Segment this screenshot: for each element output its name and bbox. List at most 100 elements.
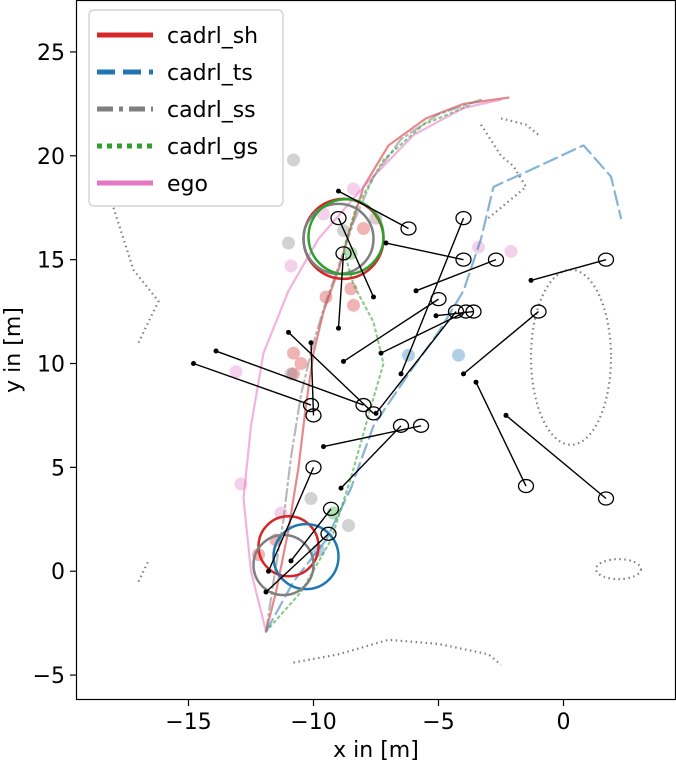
y-axis: −5 0 5 10 15 20 25 [33, 41, 76, 689]
legend-label-cadrl_ss: cadrl_ss [167, 98, 256, 123]
y-tick-label-5: 5 [51, 456, 65, 481]
agent-path-22 [505, 414, 607, 500]
trail-marker-9 [304, 492, 318, 506]
series-layer [242, 96, 623, 633]
trail-marker-24 [347, 182, 360, 196]
agent-layer [191, 188, 615, 595]
agent-start-dot-22 [503, 412, 509, 418]
agent-start-dot-16 [383, 240, 389, 246]
agent-ellipse-7 [365, 406, 382, 421]
agent-ellipse-20 [597, 252, 615, 267]
trail-marker-2 [287, 367, 300, 381]
agent-path-9 [337, 253, 345, 329]
agent-ellipse-8 [305, 408, 322, 423]
agent-ellipse-22 [597, 491, 615, 506]
trail-marker-13 [287, 153, 300, 167]
trail-marker-19 [229, 365, 243, 379]
agent-path-8 [310, 342, 315, 416]
agent-start-dot-15 [336, 188, 341, 194]
agent-path-13 [400, 217, 465, 375]
agent-path-18 [435, 310, 474, 317]
agent-start-dot-18 [433, 313, 439, 319]
agent-start-dot-5 [191, 361, 196, 367]
agent-start-dot-0 [263, 589, 269, 595]
agent-ellipse-9 [335, 246, 352, 261]
agent-path-6 [215, 350, 364, 406]
x-axis: −15 −10 −5 0 [165, 700, 571, 735]
legend-label-cadrl_sh: cadrl_sh [167, 24, 258, 49]
obstacle-outline-3 [480, 124, 528, 219]
series-line-cadrl_ts [264, 144, 623, 633]
agent-ellipse-16 [455, 252, 472, 267]
agent-start-dot-7 [286, 329, 291, 335]
agent-ellipse-18 [465, 304, 482, 319]
y-tick-label-10: 10 [37, 353, 65, 378]
agent-ellipse-2 [322, 501, 340, 517]
agent-path-4 [323, 425, 422, 448]
agent-start-dot-8 [308, 340, 314, 346]
x-tick-label--5: −5 [422, 710, 454, 735]
legend-label-cadrl_gs: cadrl_gs [167, 135, 258, 160]
y-tick-label-20: 20 [37, 145, 65, 170]
agent-ellipse-4 [412, 418, 430, 433]
agent-ellipse-5 [302, 397, 320, 413]
agent-start-dot-9 [336, 325, 341, 331]
agent-start-dot-12 [378, 350, 384, 356]
trail-marker-4 [287, 346, 300, 360]
agent-path-15 [338, 190, 409, 230]
agent-start-dot-2 [288, 558, 294, 564]
agent-path-12 [380, 310, 467, 354]
obstacle-outline-1 [112, 207, 160, 344]
trail-marker-3 [294, 357, 308, 371]
legend-label-ego: ego [167, 172, 208, 197]
series-line-cadrl_gs [264, 104, 470, 633]
agent-path-16 [385, 242, 464, 261]
y-tick-label-0: 0 [51, 560, 65, 585]
series-line-cadrl_sh [264, 96, 510, 633]
agent-path-10 [343, 298, 439, 363]
agent-ellipse-0 [320, 526, 337, 541]
agent-start-dot-1 [266, 568, 271, 574]
trail-marker-12 [282, 236, 295, 250]
agent-path-0 [265, 533, 329, 593]
agent-ellipse-14 [330, 210, 347, 226]
agent-start-dot-14 [371, 294, 376, 300]
agent-start-dot-17 [413, 288, 419, 294]
agent-path-21 [475, 381, 527, 487]
legend-box [88, 9, 284, 207]
agent-ellipse-13 [455, 210, 472, 226]
agent-path-3 [340, 425, 402, 489]
agent-start-dot-6 [213, 348, 219, 354]
agent-ellipse-19 [530, 304, 547, 319]
agent-path-20 [530, 258, 607, 282]
agent-start-dot-4 [321, 444, 326, 450]
agent-ellipse-15 [400, 221, 417, 236]
trail-marker-10 [342, 519, 355, 533]
agent-ellipse-3 [392, 418, 410, 433]
agent-path-14 [337, 217, 375, 298]
trail-marker-5 [347, 298, 360, 312]
y-axis-label: y in [m] [1, 307, 26, 393]
series-line-ego [242, 98, 503, 633]
x-axis-label: x in [m] [333, 738, 419, 763]
agent-ellipse-1 [305, 460, 322, 475]
agent-ellipse-6 [355, 397, 372, 413]
legend-label-cadrl_ts: cadrl_ts [167, 61, 253, 86]
x-tick-label-0: 0 [557, 710, 571, 735]
agent-ellipse-17 [487, 252, 505, 267]
robot-circle-layer [252, 197, 385, 597]
agent-path-1 [267, 467, 315, 572]
y-tick-label-15: 15 [37, 249, 65, 274]
trail-marker-8 [357, 221, 370, 235]
agent-path-7 [288, 331, 374, 414]
agent-start-dot-10 [341, 358, 346, 364]
trail-marker-20 [284, 259, 298, 273]
agent-start-dot-13 [398, 371, 404, 377]
agent-start-dot-11 [373, 410, 379, 416]
x-tick-label--15: −15 [165, 710, 211, 735]
agent-path-2 [290, 508, 332, 562]
y-tick-label--5: −5 [33, 664, 65, 689]
cadrl_ts-final-circle [272, 522, 340, 591]
